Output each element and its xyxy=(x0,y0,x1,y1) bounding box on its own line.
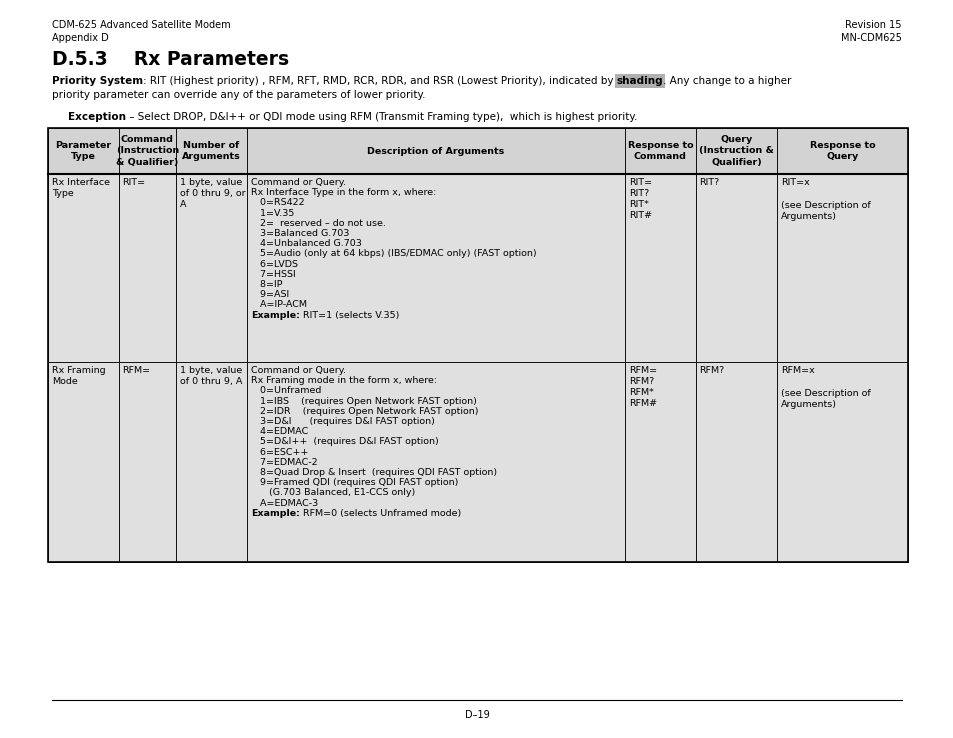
Text: Exception: Exception xyxy=(68,112,126,122)
Text: 4=Unbalanced G.703: 4=Unbalanced G.703 xyxy=(251,239,361,248)
Bar xyxy=(176,174,247,362)
Bar xyxy=(695,128,777,174)
Text: 0=RS422: 0=RS422 xyxy=(251,199,304,207)
Bar xyxy=(624,128,695,174)
Text: Command or Query.: Command or Query. xyxy=(251,178,345,187)
Text: 5=Audio (only at 64 kbps) (IBS/EDMAC only) (FAST option): 5=Audio (only at 64 kbps) (IBS/EDMAC onl… xyxy=(251,249,536,258)
Text: – Select DROP, D&I++ or QDI mode using RFM (Transmit Framing type),  which is hi: – Select DROP, D&I++ or QDI mode using R… xyxy=(126,112,637,122)
Text: Appendix D: Appendix D xyxy=(52,33,109,43)
Bar xyxy=(624,174,695,362)
Text: Rx Interface
Type: Rx Interface Type xyxy=(52,178,110,198)
Bar xyxy=(247,174,624,362)
Text: 3=D&I      (requires D&I FAST option): 3=D&I (requires D&I FAST option) xyxy=(251,417,434,426)
Text: 7=HSSI: 7=HSSI xyxy=(251,270,295,279)
Text: A=IP-ACM: A=IP-ACM xyxy=(251,300,306,309)
Text: 2=IDR    (requires Open Network FAST option): 2=IDR (requires Open Network FAST option… xyxy=(251,407,477,415)
Text: Priority System: Priority System xyxy=(52,76,143,86)
Text: RFM=
RFM?
RFM*
RFM#: RFM= RFM? RFM* RFM# xyxy=(628,366,657,408)
Text: Example:: Example: xyxy=(251,508,299,518)
Text: RIT=1 (selects V.35): RIT=1 (selects V.35) xyxy=(299,311,398,320)
Text: RIT=x

(see Description of
Arguments): RIT=x (see Description of Arguments) xyxy=(781,178,870,221)
Text: 9=ASI: 9=ASI xyxy=(251,290,289,299)
Bar xyxy=(695,362,777,562)
Text: A=EDMAC-3: A=EDMAC-3 xyxy=(251,499,317,508)
Bar xyxy=(247,362,624,562)
Text: Parameter
Type: Parameter Type xyxy=(55,141,112,161)
Text: Revision 15: Revision 15 xyxy=(844,20,901,30)
Text: Response to
Query: Response to Query xyxy=(809,141,875,161)
Bar xyxy=(777,362,907,562)
Text: RFM=x

(see Description of
Arguments): RFM=x (see Description of Arguments) xyxy=(781,366,870,410)
Text: Rx Interface Type in the form x, where:: Rx Interface Type in the form x, where: xyxy=(251,188,436,197)
Text: 1 byte, value
of 0 thru 9, or
A: 1 byte, value of 0 thru 9, or A xyxy=(180,178,246,209)
Bar xyxy=(48,128,907,562)
Text: D.5.3    Rx Parameters: D.5.3 Rx Parameters xyxy=(52,50,289,69)
Bar xyxy=(48,362,118,562)
Text: (G.703 Balanced, E1-CCS only): (G.703 Balanced, E1-CCS only) xyxy=(251,489,415,497)
Text: 4=EDMAC: 4=EDMAC xyxy=(251,427,308,436)
Bar xyxy=(695,174,777,362)
Text: 1=V.35: 1=V.35 xyxy=(251,209,294,218)
Bar xyxy=(118,362,176,562)
Text: 2=  reserved – do not use.: 2= reserved – do not use. xyxy=(251,218,385,228)
Text: CDM-625 Advanced Satellite Modem: CDM-625 Advanced Satellite Modem xyxy=(52,20,231,30)
Text: Example:: Example: xyxy=(251,311,299,320)
Text: 3=Balanced G.703: 3=Balanced G.703 xyxy=(251,229,349,238)
Bar xyxy=(247,128,624,174)
Text: Rx Framing
Mode: Rx Framing Mode xyxy=(52,366,106,386)
Text: 9=Framed QDI (requires QDI FAST option): 9=Framed QDI (requires QDI FAST option) xyxy=(251,478,457,487)
Text: 0=Unframed: 0=Unframed xyxy=(251,387,321,396)
Text: Command or Query.: Command or Query. xyxy=(251,366,345,375)
Text: 8=Quad Drop & Insert  (requires QDI FAST option): 8=Quad Drop & Insert (requires QDI FAST … xyxy=(251,468,497,477)
Text: . Any change to a higher: . Any change to a higher xyxy=(662,76,791,86)
Text: Response to
Command: Response to Command xyxy=(627,141,693,161)
Text: RIT=: RIT= xyxy=(122,178,146,187)
Text: RFM=: RFM= xyxy=(122,366,151,375)
Bar xyxy=(48,174,118,362)
Text: : RIT (Highest priority) , RFM, RFT, RMD, RCR, RDR, and RSR (Lowest Priority), i: : RIT (Highest priority) , RFM, RFT, RMD… xyxy=(143,76,617,86)
Bar xyxy=(777,174,907,362)
Text: Description of Arguments: Description of Arguments xyxy=(367,147,504,156)
Text: Command
(Instruction
& Qualifier): Command (Instruction & Qualifier) xyxy=(115,135,179,167)
Text: RFM?: RFM? xyxy=(699,366,724,375)
Bar xyxy=(777,128,907,174)
Text: RFM=0 (selects Unframed mode): RFM=0 (selects Unframed mode) xyxy=(299,508,460,518)
Text: RIT=
RIT?
RIT*
RIT#: RIT= RIT? RIT* RIT# xyxy=(628,178,652,221)
Text: MN-CDM625: MN-CDM625 xyxy=(841,33,901,43)
Text: 6=LVDS: 6=LVDS xyxy=(251,260,297,269)
Text: Number of
Arguments: Number of Arguments xyxy=(182,141,240,161)
Bar xyxy=(118,128,176,174)
Text: 6=ESC++: 6=ESC++ xyxy=(251,448,308,457)
Text: priority parameter can override any of the parameters of lower priority.: priority parameter can override any of t… xyxy=(52,90,425,100)
Text: Rx Framing mode in the form x, where:: Rx Framing mode in the form x, where: xyxy=(251,376,436,385)
Text: RIT?: RIT? xyxy=(699,178,720,187)
Text: 7=EDMAC-2: 7=EDMAC-2 xyxy=(251,458,317,467)
Bar xyxy=(118,174,176,362)
Bar xyxy=(176,362,247,562)
Text: 1=IBS    (requires Open Network FAST option): 1=IBS (requires Open Network FAST option… xyxy=(251,396,476,406)
Bar xyxy=(624,362,695,562)
Text: 1 byte, value
of 0 thru 9, A: 1 byte, value of 0 thru 9, A xyxy=(180,366,242,386)
Text: 5=D&I++  (requires D&I FAST option): 5=D&I++ (requires D&I FAST option) xyxy=(251,438,438,446)
Text: 8=IP: 8=IP xyxy=(251,280,282,289)
Bar xyxy=(176,128,247,174)
Text: shading: shading xyxy=(617,76,662,86)
Text: D–19: D–19 xyxy=(464,710,489,720)
Bar xyxy=(48,128,118,174)
Text: Query
(Instruction &
Qualifier): Query (Instruction & Qualifier) xyxy=(699,135,773,167)
